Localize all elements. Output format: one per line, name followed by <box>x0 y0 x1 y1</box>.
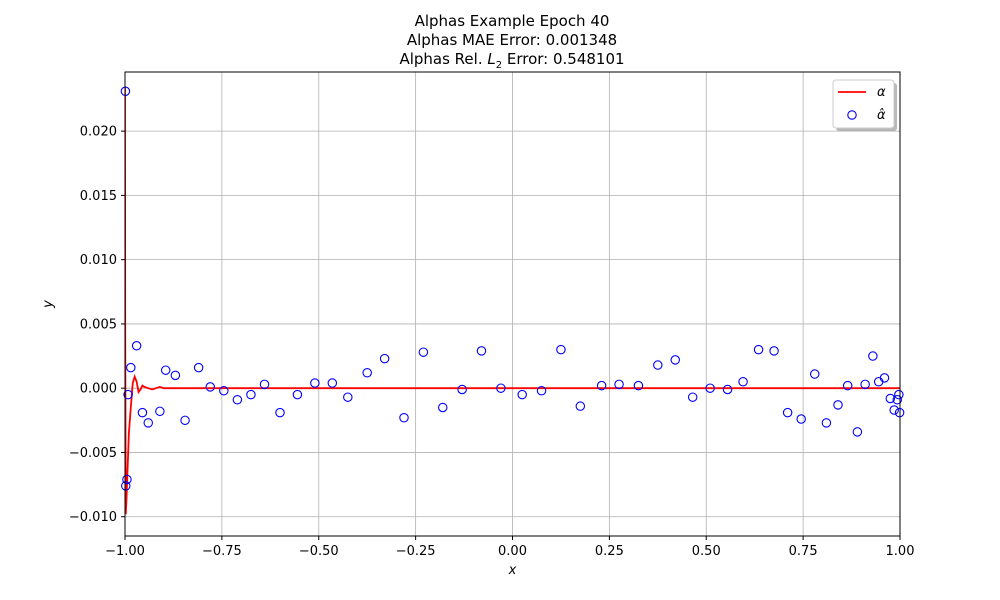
scatter-point <box>556 344 566 355</box>
x-tick-label: 0.25 <box>595 544 624 559</box>
scatter-point <box>889 405 899 415</box>
x-tick-label: −0.25 <box>396 544 436 559</box>
series-line-alpha <box>125 87 900 515</box>
scatter-point <box>292 389 303 400</box>
scatter-point <box>670 355 680 365</box>
x-tick-label: −0.50 <box>299 544 339 559</box>
scatter-point <box>310 378 320 388</box>
x-axis-label: x <box>508 563 517 578</box>
y-axis-label: y <box>41 300 56 309</box>
scatter-point <box>894 389 904 400</box>
scatter-point <box>496 383 506 393</box>
x-tick-label: 1.00 <box>886 544 915 559</box>
scatter-point <box>193 362 204 373</box>
scatter-point <box>722 384 733 395</box>
legend: α α̂ <box>832 79 897 131</box>
scatter-point <box>143 418 154 428</box>
x-tick-label: 0.50 <box>692 544 721 559</box>
scatter-point <box>160 365 171 375</box>
scatter-point <box>868 351 878 361</box>
scatter-point <box>769 346 779 356</box>
y-tick-label: −0.005 <box>69 446 117 461</box>
scatter-point <box>687 392 698 402</box>
title-l2-symbol: L <box>487 50 495 68</box>
legend-label-alpha: α <box>877 85 886 100</box>
y-tick-label: 0.005 <box>80 317 117 332</box>
scatter-point <box>842 380 853 391</box>
scatter-point <box>885 393 896 404</box>
scatter-point <box>399 412 409 423</box>
scatter-point <box>232 395 243 405</box>
scatter-point <box>633 380 644 391</box>
y-tick-label: −0.010 <box>69 510 117 525</box>
scatter-point <box>753 344 764 355</box>
scatter-point <box>614 379 624 390</box>
plot-series <box>120 86 905 515</box>
scatter-point <box>575 401 586 411</box>
scatter-point <box>362 368 372 378</box>
scatter-point <box>259 379 270 390</box>
scatter-point <box>437 402 448 413</box>
scatter-point <box>246 389 256 400</box>
x-tick-label: −0.75 <box>202 544 242 559</box>
title-l2-prefix: Alphas Rel. <box>399 50 487 68</box>
scatter-point <box>596 380 607 391</box>
title-line-1: Alphas Example Epoch 40 <box>415 12 610 30</box>
scatter-point <box>275 407 285 418</box>
y-tick-label: 0.015 <box>80 189 117 204</box>
legend-marker-swatch <box>847 110 857 120</box>
scatter-point <box>343 392 353 402</box>
legend-label-alpha-hat: α̂ <box>877 108 886 123</box>
scatter-point <box>833 400 843 410</box>
scatter-point <box>170 370 181 381</box>
scatter-point <box>180 415 190 426</box>
chart-title: Alphas Example Epoch 40 Alphas MAE Error… <box>399 12 624 71</box>
grid <box>124 72 901 536</box>
scatter-point <box>476 346 487 356</box>
y-tick-label: 0.000 <box>80 382 117 397</box>
scatter-point <box>860 379 870 390</box>
scatter-point <box>738 377 748 387</box>
scatter-point <box>782 407 793 418</box>
scatter-point <box>892 395 903 405</box>
scatter-point <box>879 373 890 383</box>
scatter-point <box>379 353 390 364</box>
scatter-point <box>155 406 165 417</box>
scatter-point <box>219 386 229 396</box>
scatter-point <box>327 378 338 388</box>
scatter-point <box>121 481 131 491</box>
scatter-point <box>536 386 547 396</box>
title-l2-suffix: Error: 0.548101 <box>502 50 624 68</box>
scatter-point <box>418 347 429 357</box>
scatter-point <box>821 418 832 428</box>
scatter-point <box>809 369 820 379</box>
scatter-point <box>126 362 136 373</box>
scatter-point <box>131 341 142 351</box>
title-l2-subscript: 2 <box>496 60 502 71</box>
title-line-2: Alphas MAE Error: 0.001348 <box>407 31 617 49</box>
scatter-point <box>653 360 663 370</box>
scatter-point <box>517 389 527 400</box>
y-tick-label: 0.010 <box>80 253 117 268</box>
axis-ticks: −1.00 −0.75 −0.50 −0.25 0.00 0.25 0.50 0.75 1.00… <box>69 125 915 559</box>
scatter-point <box>457 384 467 395</box>
scatter-point <box>137 407 148 418</box>
scatter-point <box>852 427 863 437</box>
y-tick-label: 0.020 <box>80 125 117 140</box>
scatter-point <box>705 383 715 393</box>
x-tick-label: 0.00 <box>498 544 527 559</box>
title-line-3: Alphas Rel. L2 Error: 0.548101 <box>399 50 624 71</box>
scatter-point <box>873 377 884 387</box>
x-tick-label: 0.75 <box>789 544 818 559</box>
scatter-point <box>123 389 133 400</box>
scatter-point <box>205 382 216 392</box>
scatter-point <box>122 474 132 485</box>
scatter-point <box>796 414 806 424</box>
x-tick-label: −1.00 <box>105 544 145 559</box>
